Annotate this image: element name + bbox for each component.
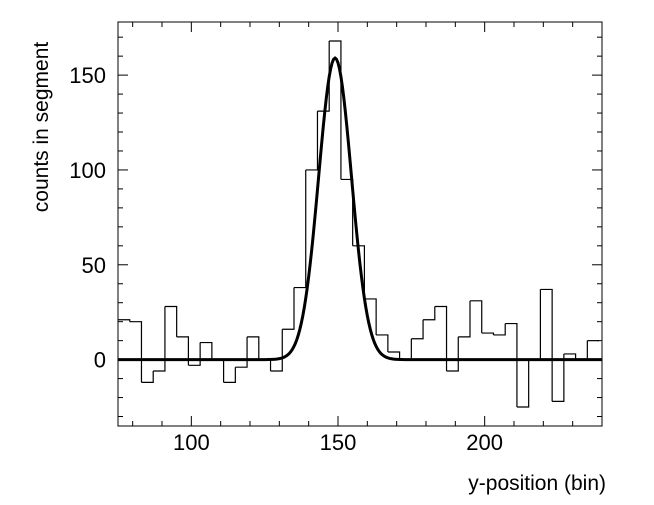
histogram-bin — [118, 319, 131, 322]
histogram-bin — [211, 359, 225, 383]
histogram-bin — [575, 340, 588, 361]
x-tick-label: 200 — [466, 430, 503, 455]
y-tick-label: 150 — [69, 63, 106, 88]
histogram-bin — [458, 300, 471, 338]
histogram-bin — [528, 289, 541, 361]
histogram-bin — [223, 367, 236, 383]
histogram-bin — [176, 336, 189, 366]
histogram-bin — [540, 288, 553, 402]
plot-frame — [117, 21, 603, 427]
histogram-bin — [411, 319, 424, 340]
histogram-bin — [305, 111, 319, 171]
y-tick-label: 100 — [69, 158, 106, 183]
histogram-bin — [329, 40, 342, 180]
histogram-bin — [399, 338, 412, 361]
histogram-bin — [516, 359, 530, 408]
histogram-bin — [493, 323, 506, 336]
histogram-bin — [270, 329, 283, 372]
histogram-bin — [423, 306, 436, 321]
histogram-bin — [141, 370, 154, 383]
histogram-bin — [470, 300, 483, 334]
histogram-bin — [294, 169, 307, 289]
y-tick-labels: 0 50 100 150 — [69, 63, 106, 373]
histogram-bin — [317, 40, 330, 112]
histogram-bin — [188, 342, 201, 366]
histogram-bin — [282, 287, 295, 330]
y-tick-label: 50 — [82, 253, 106, 278]
histogram-bin — [153, 306, 166, 372]
histogram-bin — [387, 351, 401, 360]
fit-curve-series — [118, 56, 602, 362]
x-axis-title: y-position (bin) — [468, 472, 606, 495]
histogram-bin — [505, 322, 518, 408]
histogram-bin — [376, 334, 389, 353]
histogram-series — [118, 40, 600, 408]
histogram-bin — [200, 341, 213, 360]
histogram-bin — [446, 336, 459, 372]
histogram-bin — [481, 332, 495, 335]
histogram-bin — [235, 336, 248, 368]
histogram-bin — [340, 178, 354, 246]
y-axis-title: counts in segment — [30, 42, 53, 213]
x-tick-label: 100 — [173, 430, 210, 455]
histogram-bin — [129, 321, 143, 383]
histogram-bin — [552, 353, 565, 402]
histogram-bin — [434, 305, 448, 371]
histogram-bin — [563, 353, 577, 360]
histogram-bin — [247, 336, 260, 360]
y-tick-label: 0 — [94, 348, 106, 373]
axis-ticks — [118, 22, 603, 426]
x-tick-label: 150 — [320, 430, 357, 455]
histogram-bin — [164, 305, 178, 337]
gaussian-fit-curve — [118, 56, 602, 362]
x-tick-labels: 100 150 200 — [173, 430, 503, 455]
histogram-bin — [258, 359, 272, 371]
histogram-bin — [364, 298, 377, 335]
